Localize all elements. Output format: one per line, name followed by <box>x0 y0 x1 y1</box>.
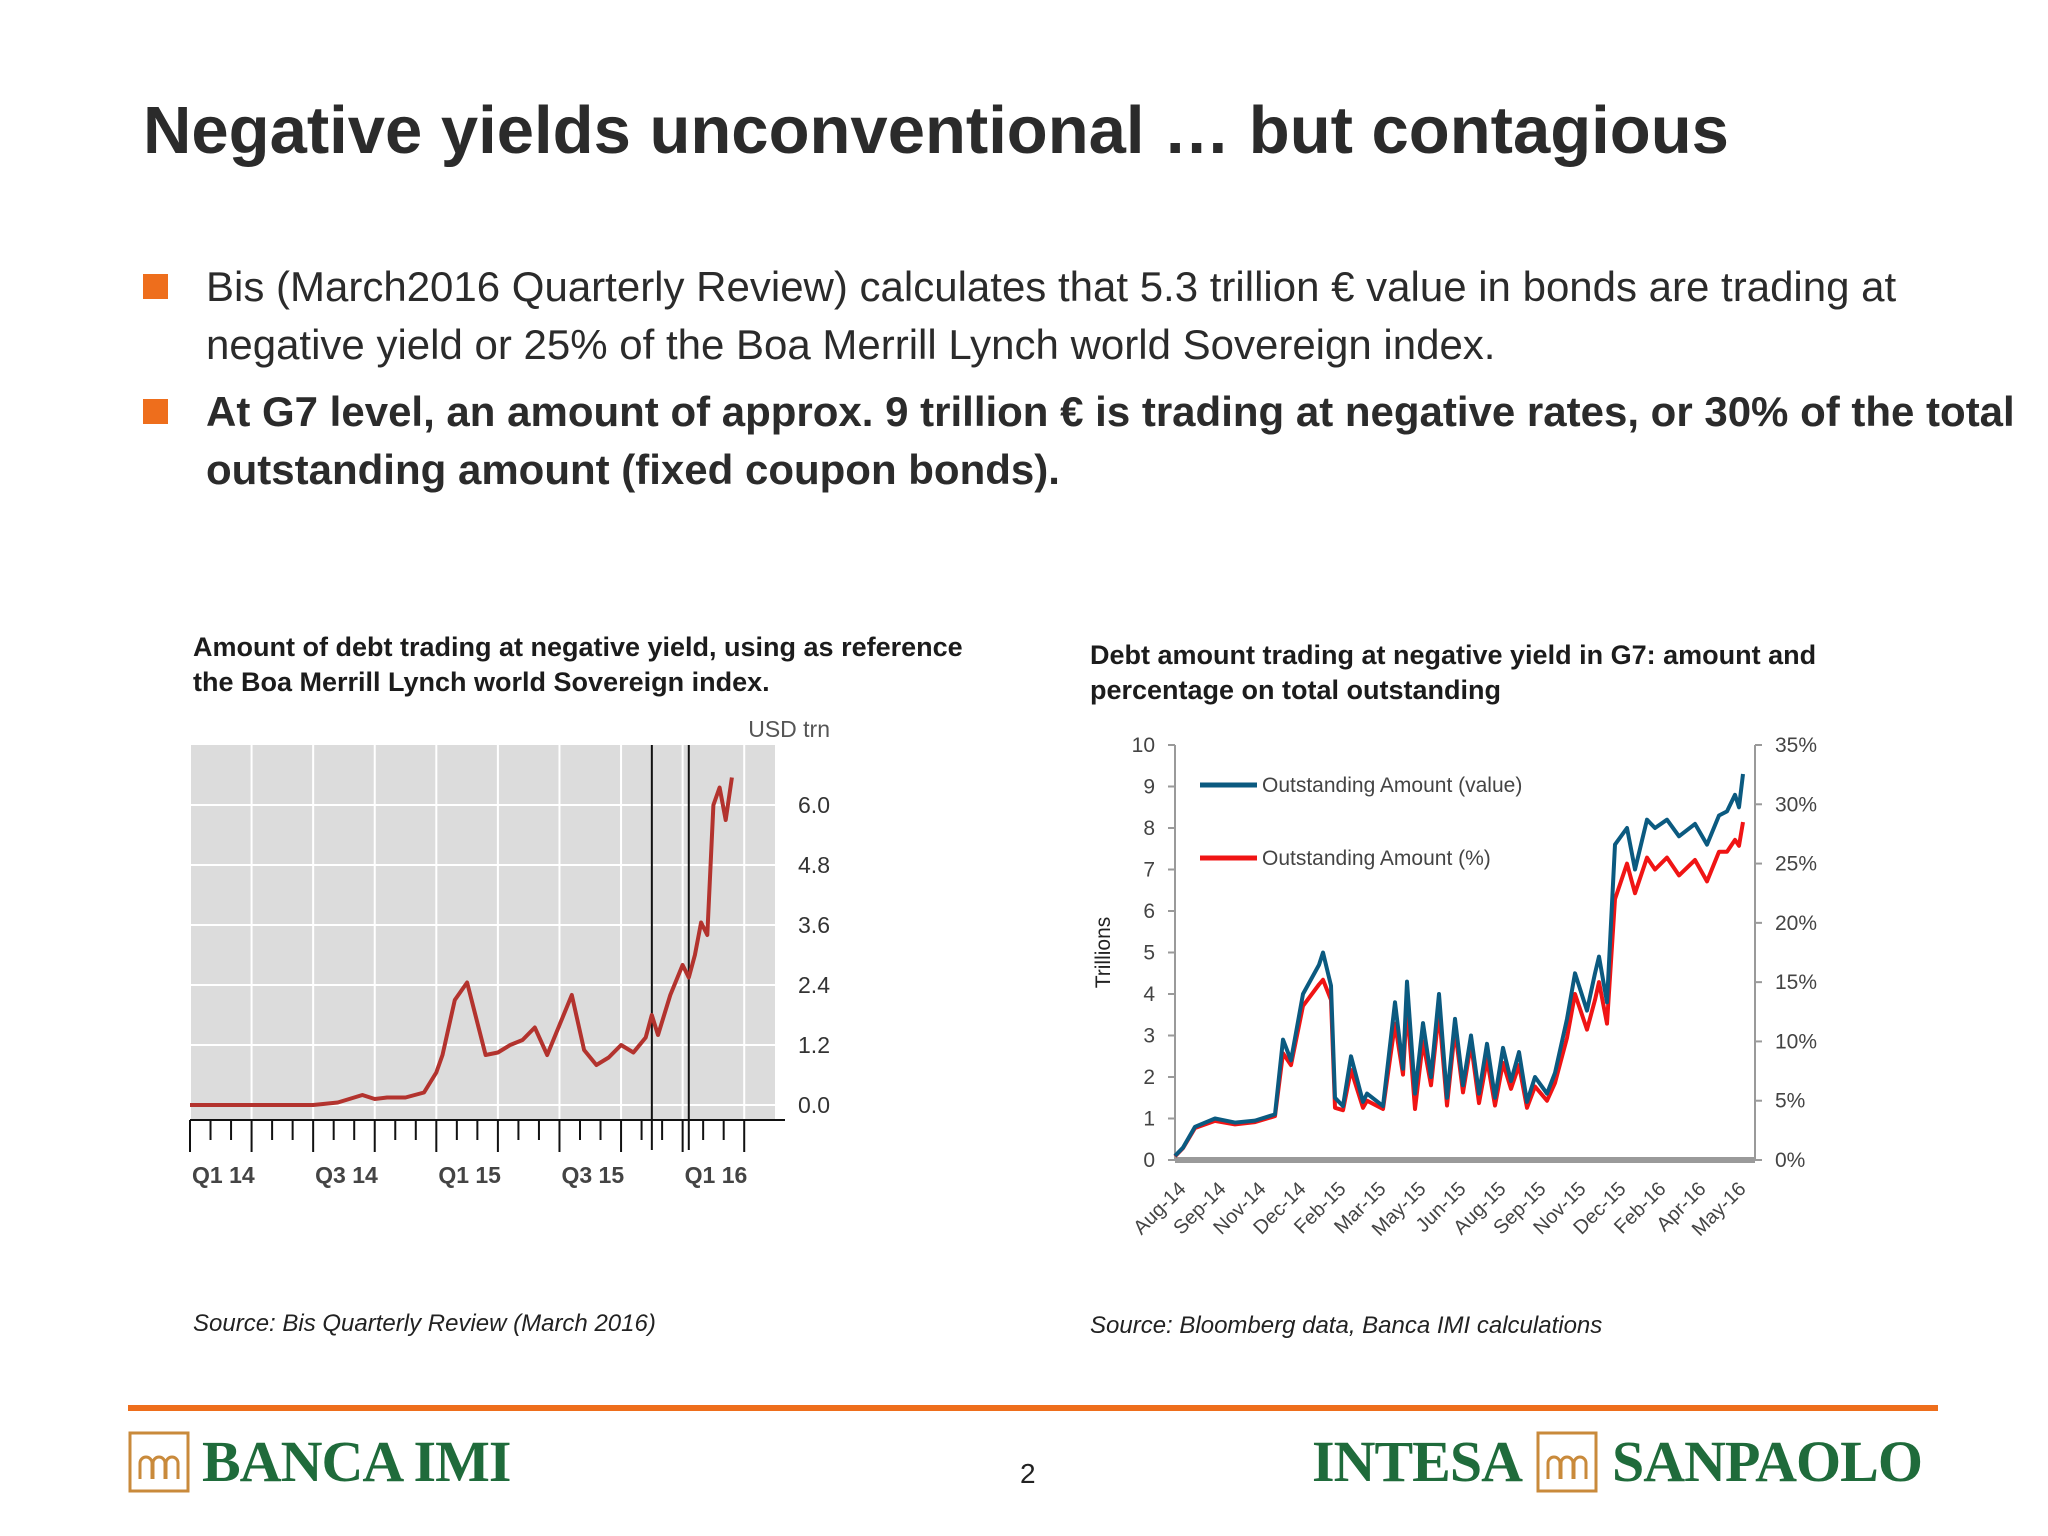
y-tick-label: 6 <box>1143 900 1155 923</box>
y2-tick-label: 20% <box>1775 912 1817 935</box>
footer-rule <box>128 1405 1938 1411</box>
y2-tick-label: 10% <box>1775 1030 1817 1053</box>
y-tick-label: 3 <box>1143 1025 1155 1048</box>
y-tick-label: 2.4 <box>798 972 830 998</box>
y2-tick-label: 5% <box>1775 1090 1805 1113</box>
bullet-square-icon <box>143 274 168 299</box>
intesa-wordmark: INTESA <box>1312 1429 1523 1494</box>
left-chart-title: Amount of debt trading at negative yield… <box>193 632 963 697</box>
legend-label: Outstanding Amount (%) <box>1262 847 1491 870</box>
unit-label: USD trn <box>748 716 830 742</box>
page-number: 2 <box>1020 1458 1036 1489</box>
y2-tick-label: 30% <box>1775 793 1817 816</box>
series-line-debt <box>190 777 734 1107</box>
series-line-outstanding-value <box>1173 773 1745 1158</box>
y2-tick-label: 0% <box>1775 1149 1805 1172</box>
plot-background <box>190 745 775 1120</box>
bullet-text: At G7 level, an amount of approx. 9 tril… <box>206 388 2015 493</box>
slide-title: Negative yields unconventional … but con… <box>143 93 1729 168</box>
bullet-text: Bis (March2016 Quarterly Review) calcula… <box>206 263 1897 368</box>
right-chart-title: Debt amount trading at negative yield in… <box>1090 640 1817 705</box>
y-tick-label: 1.2 <box>798 1032 830 1058</box>
series-line-outstanding-pct <box>1173 821 1745 1158</box>
y-tick-label: 4.8 <box>798 852 830 878</box>
y-axis-title: Trillions <box>1092 917 1115 989</box>
y2-tick-label: 35% <box>1775 734 1817 757</box>
y-tick-label: 2 <box>1143 1066 1155 1089</box>
y-tick-label: 1 <box>1143 1108 1155 1131</box>
bullet-square-icon <box>143 399 168 424</box>
y2-tick-label: 25% <box>1775 853 1817 876</box>
x-tick-label: Q3 15 <box>561 1162 624 1188</box>
y-tick-label: 10 <box>1132 734 1155 757</box>
g7-negative-yield-chart: 0 1 2 3 4 5 6 7 8 9 10 Trillions 0% 5% 10% 15% 20% 25% 30%… <box>1092 734 1817 1241</box>
arches-logo-icon <box>1536 1431 1598 1492</box>
y-tick-label: 0.0 <box>798 1092 830 1118</box>
y-tick-label: 0 <box>1143 1149 1155 1172</box>
left-chart-source: Source: Bis Quarterly Review (March 2016… <box>193 1310 656 1337</box>
x-tick-label: Q1 15 <box>438 1162 501 1188</box>
y-tick-label: 9 <box>1143 776 1155 799</box>
y-tick-label: 5 <box>1143 942 1155 965</box>
bis-negative-yield-chart: 0.0 1.2 2.4 3.6 4.8 6.0 USD trn Q1 14 Q3 14 Q1 15… <box>189 716 830 1188</box>
intesa-sanpaolo-logo: INTESA SANPAOLO <box>1312 1428 1923 1495</box>
y-tick-label: 7 <box>1143 859 1155 882</box>
y-tick-label: 4 <box>1143 983 1155 1006</box>
y2-tick-label: 15% <box>1775 971 1817 994</box>
x-tick-label: Q1 16 <box>685 1162 748 1188</box>
y-tick-label: 8 <box>1143 817 1155 840</box>
sanpaolo-wordmark: SANPAOLO <box>1611 1429 1923 1494</box>
arches-logo-icon <box>128 1431 190 1492</box>
x-tick-label: Q3 14 <box>315 1162 378 1188</box>
right-chart-source: Source: Bloomberg data, Banca IMI calcul… <box>1090 1312 1603 1339</box>
y-tick-label: 6.0 <box>798 792 830 818</box>
legend-label: Outstanding Amount (value) <box>1262 774 1522 797</box>
banca-imi-wordmark: BANCA IMI <box>202 1429 511 1494</box>
y-tick-label: 3.6 <box>798 912 830 938</box>
x-tick-label: Q1 14 <box>192 1162 255 1188</box>
banca-imi-logo: BANCA IMI <box>128 1428 511 1495</box>
